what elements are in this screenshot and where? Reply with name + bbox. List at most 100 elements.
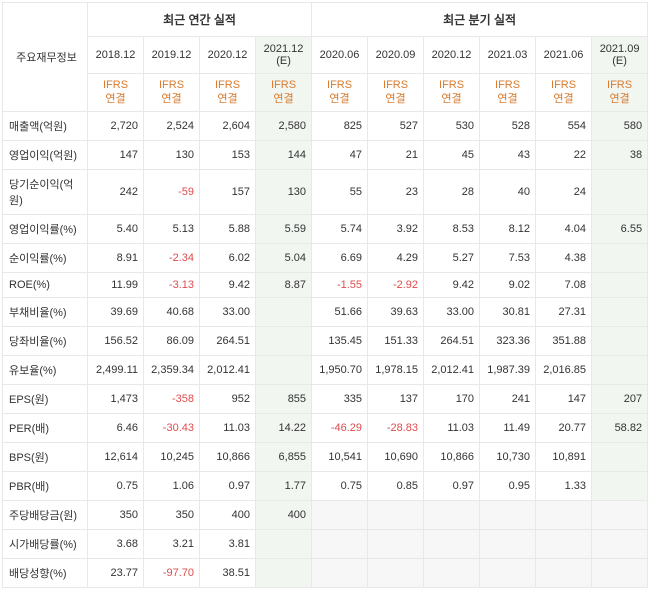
annual-cell: 11.03 <box>200 413 256 442</box>
quarter-cell <box>536 500 592 529</box>
annual-cell <box>256 326 312 355</box>
quarter-cell <box>480 529 536 558</box>
annual-cell: 8.91 <box>88 243 144 272</box>
period-header: 2020.09 <box>368 37 424 74</box>
quarter-cell: 554 <box>536 111 592 140</box>
quarter-cell: 9.42 <box>424 272 480 297</box>
quarter-cell: 2,012.41 <box>424 355 480 384</box>
annual-cell: 6.46 <box>88 413 144 442</box>
row-label: 주당배당금(원) <box>3 500 88 529</box>
period-header: 2021.03 <box>480 37 536 74</box>
quarter-cell: 335 <box>312 384 368 413</box>
annual-cell: 23.77 <box>88 558 144 587</box>
table-row: 당기순이익(억원)242-591571305523284024 <box>3 169 648 214</box>
quarter-cell: 3.92 <box>368 214 424 243</box>
quarter-cell: 0.97 <box>424 471 480 500</box>
quarter-cell: 24 <box>536 169 592 214</box>
quarter-cell: 528 <box>480 111 536 140</box>
annual-cell <box>256 529 312 558</box>
quarter-cell: 137 <box>368 384 424 413</box>
quarter-cell: 0.75 <box>312 471 368 500</box>
annual-cell: 5.13 <box>144 214 200 243</box>
annual-cell: 264.51 <box>200 326 256 355</box>
quarter-cell: 20.77 <box>536 413 592 442</box>
quarter-cell: 9.02 <box>480 272 536 297</box>
quarter-cell: 22 <box>536 140 592 169</box>
annual-cell: 39.69 <box>88 297 144 326</box>
period-header: 2020.12 <box>424 37 480 74</box>
quarter-cell <box>592 500 648 529</box>
ifrs-header: IFRS연결 <box>368 74 424 112</box>
ifrs-header: IFRS연결 <box>424 74 480 112</box>
annual-cell: 2,604 <box>200 111 256 140</box>
annual-cell: 40.68 <box>144 297 200 326</box>
quarter-cell: 5.74 <box>312 214 368 243</box>
quarter-cell: -1.55 <box>312 272 368 297</box>
quarter-cell: 6.69 <box>312 243 368 272</box>
quarter-cell: 241 <box>480 384 536 413</box>
annual-cell: 350 <box>144 500 200 529</box>
annual-cell: 855 <box>256 384 312 413</box>
annual-cell: 5.40 <box>88 214 144 243</box>
annual-cell: 2,012.41 <box>200 355 256 384</box>
quarter-cell: 4.29 <box>368 243 424 272</box>
annual-cell: -30.43 <box>144 413 200 442</box>
quarter-cell: -2.92 <box>368 272 424 297</box>
row-label: 순이익률(%) <box>3 243 88 272</box>
annual-cell: 3.68 <box>88 529 144 558</box>
quarter-cell: 10,541 <box>312 442 368 471</box>
quarter-cell <box>368 558 424 587</box>
ifrs-header: IFRS연결 <box>480 74 536 112</box>
quarter-cell <box>424 558 480 587</box>
period-header: 2019.12 <box>144 37 200 74</box>
quarter-cell: 825 <box>312 111 368 140</box>
row-label: 당기순이익(억원) <box>3 169 88 214</box>
quarter-cell: 1,950.70 <box>312 355 368 384</box>
row-label: 매출액(억원) <box>3 111 88 140</box>
quarter-cell <box>480 500 536 529</box>
quarter-cell <box>592 297 648 326</box>
quarter-cell: 151.33 <box>368 326 424 355</box>
annual-cell: 33.00 <box>200 297 256 326</box>
annual-cell <box>256 558 312 587</box>
table-header: 주요재무정보 최근 연간 실적 최근 분기 실적 2018.122019.122… <box>3 3 648 112</box>
table-body: 매출액(억원)2,7202,5242,6042,5808255275305285… <box>3 111 648 587</box>
quarter-cell: 11.49 <box>480 413 536 442</box>
annual-cell: 144 <box>256 140 312 169</box>
quarter-cell <box>368 529 424 558</box>
annual-cell: 400 <box>200 500 256 529</box>
annual-cell: 5.88 <box>200 214 256 243</box>
quarter-cell: 527 <box>368 111 424 140</box>
quarter-cell <box>312 529 368 558</box>
period-header: 2021.06 <box>536 37 592 74</box>
quarter-cell: -46.29 <box>312 413 368 442</box>
table-row: 시가배당률(%)3.683.213.81 <box>3 529 648 558</box>
annual-cell <box>256 297 312 326</box>
quarter-cell <box>312 500 368 529</box>
table-row: PBR(배)0.751.060.971.770.750.850.970.951.… <box>3 471 648 500</box>
financial-table: 주요재무정보 최근 연간 실적 최근 분기 실적 2018.122019.122… <box>2 2 648 588</box>
annual-cell: 1.06 <box>144 471 200 500</box>
quarter-cell <box>592 529 648 558</box>
row-label: 영업이익(억원) <box>3 140 88 169</box>
quarter-cell <box>368 500 424 529</box>
quarter-cell: 21 <box>368 140 424 169</box>
table-row: BPS(원)12,61410,24510,8666,85510,54110,69… <box>3 442 648 471</box>
quarter-cell: 38 <box>592 140 648 169</box>
ifrs-header: IFRS연결 <box>592 74 648 112</box>
table-row: 유보율(%)2,499.112,359.342,012.411,950.701,… <box>3 355 648 384</box>
quarter-cell: 323.36 <box>480 326 536 355</box>
quarter-cell <box>592 272 648 297</box>
period-header: 2018.12 <box>88 37 144 74</box>
annual-cell: 153 <box>200 140 256 169</box>
period-row: 2018.122019.122020.122021.12 (E)2020.062… <box>3 37 648 74</box>
quarter-cell: 27.31 <box>536 297 592 326</box>
row-label: EPS(원) <box>3 384 88 413</box>
row-label: 유보율(%) <box>3 355 88 384</box>
quarter-cell: 51.66 <box>312 297 368 326</box>
annual-cell: 400 <box>256 500 312 529</box>
table-row: EPS(원)1,473-358952855335137170241147207 <box>3 384 648 413</box>
annual-cell: 952 <box>200 384 256 413</box>
quarter-cell <box>592 355 648 384</box>
quarter-cell: 580 <box>592 111 648 140</box>
